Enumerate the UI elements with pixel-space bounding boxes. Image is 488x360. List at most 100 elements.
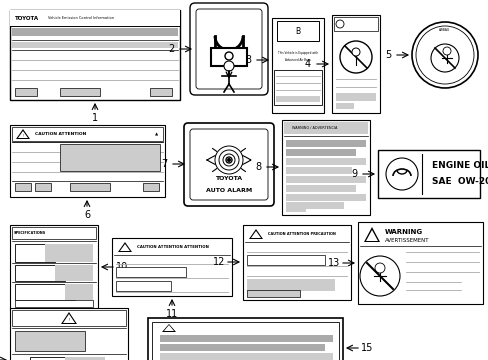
Bar xyxy=(282,120,369,215)
Bar xyxy=(15,331,85,351)
Bar xyxy=(116,281,171,291)
Circle shape xyxy=(219,150,239,170)
Text: !: ! xyxy=(22,134,23,138)
Circle shape xyxy=(225,157,231,163)
Bar xyxy=(60,88,100,96)
Bar xyxy=(12,127,163,141)
Circle shape xyxy=(359,256,399,296)
Bar xyxy=(15,265,65,281)
Bar xyxy=(285,202,343,209)
Polygon shape xyxy=(162,324,176,332)
Bar xyxy=(152,322,338,360)
Text: 12: 12 xyxy=(212,257,225,267)
Bar xyxy=(12,28,178,36)
Polygon shape xyxy=(16,129,30,139)
Text: TOYOTA: TOYOTA xyxy=(15,15,39,21)
Bar xyxy=(10,225,98,310)
Bar xyxy=(285,158,365,165)
Bar xyxy=(12,227,96,239)
Bar xyxy=(35,183,51,191)
Text: ENGINE OIL: ENGINE OIL xyxy=(431,162,488,171)
Circle shape xyxy=(351,48,359,56)
Bar xyxy=(55,265,93,281)
Circle shape xyxy=(335,20,343,28)
Bar xyxy=(335,93,375,101)
Bar xyxy=(285,194,365,201)
Polygon shape xyxy=(363,227,379,242)
Text: 4: 4 xyxy=(305,59,310,69)
Text: 1: 1 xyxy=(92,113,98,123)
Text: 7: 7 xyxy=(161,159,167,169)
Bar xyxy=(160,344,325,351)
Polygon shape xyxy=(18,131,28,138)
Text: AIRBAG: AIRBAG xyxy=(439,28,449,32)
Circle shape xyxy=(226,158,230,162)
Bar xyxy=(359,224,480,244)
Text: SPECIFICATIONS: SPECIFICATIONS xyxy=(14,231,46,235)
Bar xyxy=(244,227,348,241)
Bar xyxy=(112,238,231,296)
Text: 2: 2 xyxy=(167,44,174,54)
Bar xyxy=(12,310,126,326)
Circle shape xyxy=(411,22,477,88)
Polygon shape xyxy=(365,230,377,241)
Bar xyxy=(65,284,93,300)
Bar xyxy=(142,183,159,191)
Bar xyxy=(15,300,93,307)
Circle shape xyxy=(339,41,371,73)
Bar xyxy=(10,308,128,360)
Circle shape xyxy=(374,263,384,273)
Circle shape xyxy=(385,158,417,190)
Polygon shape xyxy=(61,312,77,324)
Bar xyxy=(10,125,164,197)
Text: AUTO ALARM: AUTO ALARM xyxy=(205,188,252,193)
Polygon shape xyxy=(120,244,130,251)
Bar xyxy=(243,225,350,300)
Bar xyxy=(276,21,318,41)
Bar xyxy=(116,267,185,277)
Circle shape xyxy=(223,154,235,166)
Bar xyxy=(333,17,377,31)
Bar xyxy=(10,10,180,100)
Text: 9: 9 xyxy=(350,169,356,179)
Text: !: ! xyxy=(68,318,70,322)
Bar xyxy=(357,222,482,304)
Text: 5: 5 xyxy=(384,50,390,60)
Text: Advanced Air Bags: Advanced Air Bags xyxy=(285,58,310,62)
Text: 10: 10 xyxy=(116,262,128,272)
Bar xyxy=(15,284,75,300)
Bar xyxy=(10,10,180,26)
FancyBboxPatch shape xyxy=(190,3,267,95)
Bar xyxy=(160,335,332,342)
FancyBboxPatch shape xyxy=(190,129,267,200)
Text: AVERTISSEMENT: AVERTISSEMENT xyxy=(384,238,428,243)
Text: This Vehicle is Equipped with: This Vehicle is Equipped with xyxy=(277,51,317,55)
Circle shape xyxy=(215,146,243,174)
Bar xyxy=(275,96,319,102)
Text: CAUTION ATTENTION PRECAUTION: CAUTION ATTENTION PRECAUTION xyxy=(267,232,335,236)
Circle shape xyxy=(442,47,450,55)
Text: 11: 11 xyxy=(165,309,178,319)
Bar xyxy=(285,185,355,192)
Text: 15: 15 xyxy=(360,343,372,353)
Bar xyxy=(246,279,334,291)
Bar xyxy=(377,150,479,198)
Bar xyxy=(285,149,355,156)
Circle shape xyxy=(224,61,234,71)
Bar xyxy=(273,70,321,105)
Text: 13: 13 xyxy=(327,258,340,268)
Bar xyxy=(45,244,93,262)
Text: 6: 6 xyxy=(84,210,90,220)
Bar xyxy=(210,48,246,66)
Circle shape xyxy=(415,26,473,84)
Text: Vehicle Emission Control Information: Vehicle Emission Control Information xyxy=(48,16,114,20)
Polygon shape xyxy=(63,314,75,323)
Polygon shape xyxy=(250,231,261,238)
Bar xyxy=(284,122,367,134)
Text: 3: 3 xyxy=(244,55,250,65)
Bar xyxy=(160,353,332,360)
Bar xyxy=(285,205,305,212)
Polygon shape xyxy=(248,229,263,239)
Bar xyxy=(246,290,299,297)
Bar xyxy=(246,255,325,265)
